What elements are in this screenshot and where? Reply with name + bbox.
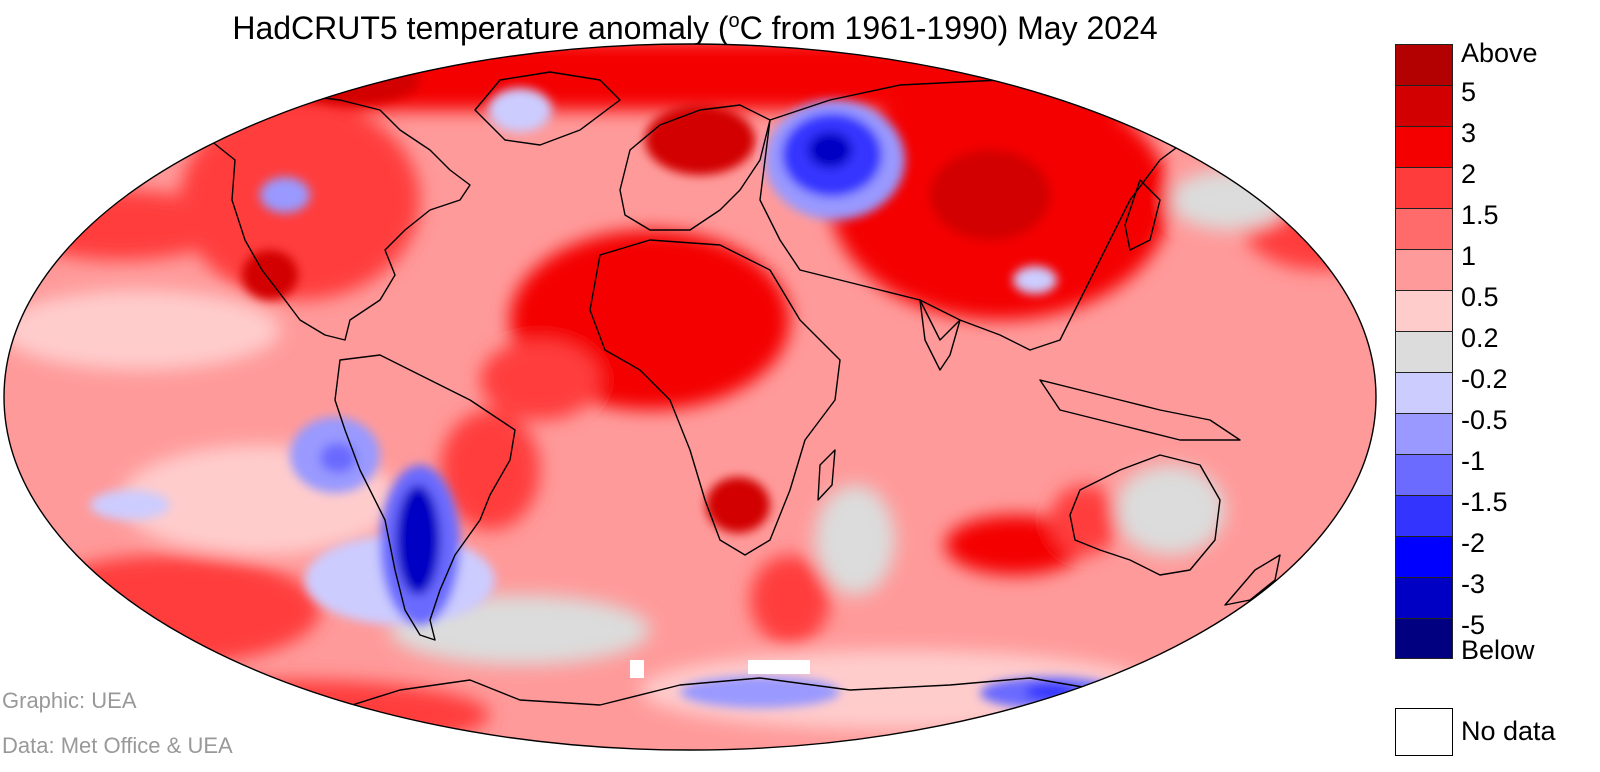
argentina-cold-core [396,485,440,595]
africa-coast [589,239,841,556]
peru-cold-core [320,443,356,473]
indian-ocean-warm [945,515,1085,575]
legend-label: -5 [1461,610,1486,640]
australia-coast [1069,454,1221,576]
legend-swatch [1395,577,1453,618]
legend-swatch [1395,331,1453,372]
legend-swatch [1395,495,1453,536]
legend-swatch [1395,44,1453,85]
legend-swatch [1395,536,1453,577]
no-data-patch [748,660,810,674]
legend-label: 0.5 [1461,282,1499,312]
legend-label: -0.5 [1461,405,1508,435]
india-coast [919,299,961,371]
legend-label: 5 [1461,77,1477,107]
legend-swatch [1395,372,1453,413]
australia-warm [1050,485,1120,555]
globe-outline [3,43,1377,751]
greenland-cold [488,88,552,132]
indonesia-coast [1039,379,1241,441]
south-indian-warm [750,555,830,645]
legend-swatch [1395,167,1453,208]
south-atlantic-warm [440,410,540,530]
east-pacific-pale [4,290,280,370]
legend-swatch [1395,290,1453,331]
china-cold [1013,266,1057,294]
legend-label: -1 [1461,446,1486,476]
australia-neutral [1115,465,1225,555]
new-zealand-coast [1224,554,1281,606]
legend-swatch [1395,618,1453,659]
greenland-coast [474,71,621,146]
legend-label: Above [1461,38,1538,68]
indian-neutral [815,485,895,595]
legend-label: -2 [1461,528,1486,558]
legend-swatch [1395,454,1453,495]
no-data-label: No data [1461,716,1556,746]
legend-label: -0.2 [1461,364,1508,394]
legend-label: 0.2 [1461,323,1499,353]
legend-swatch [1395,85,1453,126]
antarctica-ross-cold [680,676,840,708]
legend-label: 1 [1461,241,1477,271]
japan-coast [1124,179,1161,251]
legend-label: 1.5 [1461,200,1499,230]
atlantic-warm [480,340,600,420]
legend-swatch [1395,126,1453,167]
legend-label: Below [1461,635,1535,665]
west-siberia-cold-core [808,132,852,168]
mexico-hot [242,250,298,300]
no-data-swatch [1395,708,1453,756]
legend-swatch [1395,413,1453,454]
legend-label: -3 [1461,569,1486,599]
siberia-hot [930,150,1050,240]
legend-label: -1.5 [1461,487,1508,517]
legend-swatch [1395,249,1453,290]
legend-swatch [1395,208,1453,249]
alaska-gulf-cold [260,177,310,213]
chart-title: HadCRUT5 temperature anomaly (oC from 19… [232,10,1158,46]
south-pacific-cold [90,490,170,520]
madagascar-coast [817,449,836,501]
europe-coast [619,104,771,231]
south-america-coast [334,354,516,641]
legend-label: 3 [1461,118,1477,148]
scandinavia-hot [645,105,755,175]
color-legend: Above 5 3 2 1.5 1 0.5 0.2 -0.2 -0.5 -1 -1.5 -2 -3 -5 Be… [1395,38,1600,684]
south-africa-hot [706,477,770,533]
legend-label: 2 [1461,159,1477,189]
credit-data: Data: Met Office & UEA [2,733,233,758]
credit-graphic: Graphic: UEA [2,688,137,713]
south-pacific-warm [20,555,320,665]
world-anomaly-map [3,43,1377,751]
no-data-patch [630,660,644,678]
arctic-hot [280,55,420,105]
